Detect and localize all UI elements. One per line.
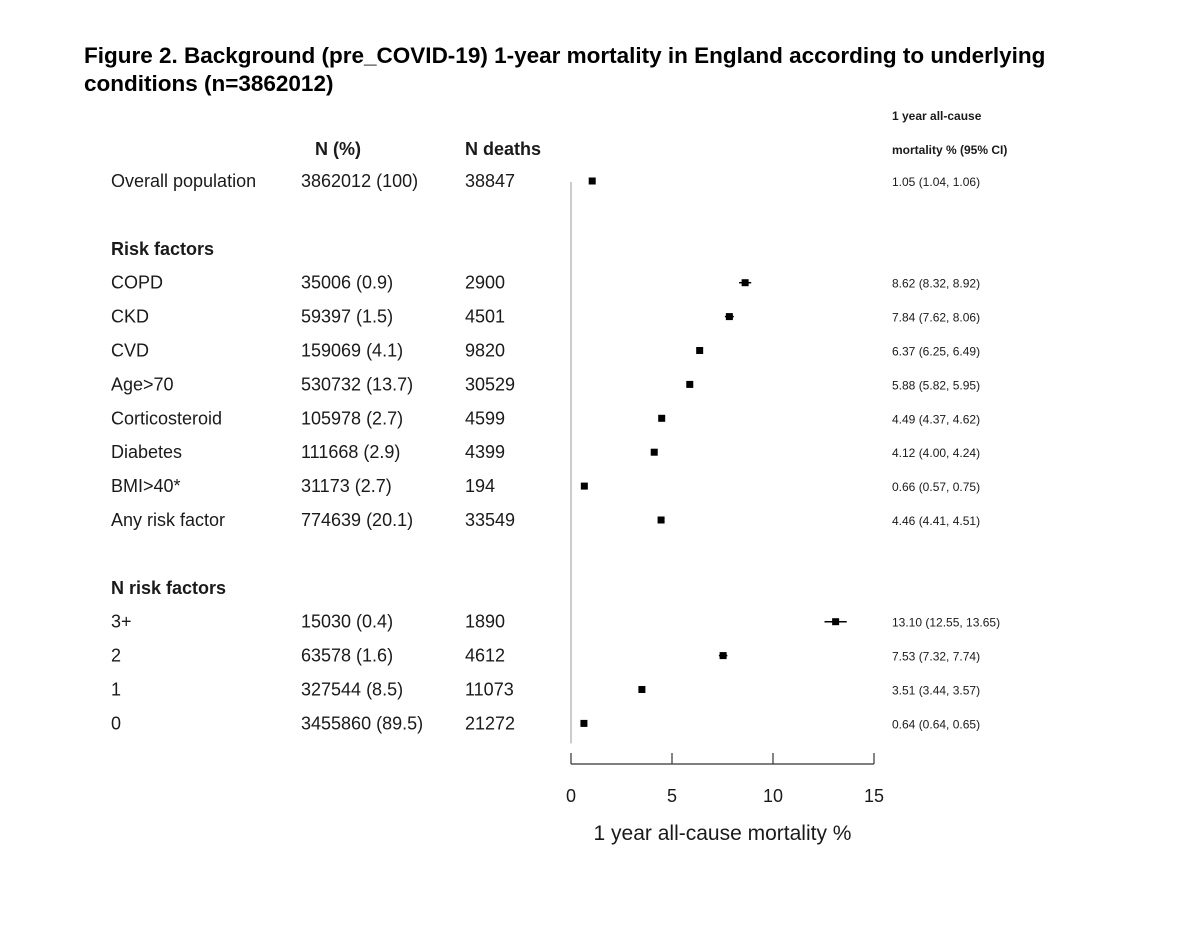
x-tick-label: 15 [864,786,884,806]
row-label: Age>70 [111,374,174,394]
point-estimate [580,719,588,727]
row-n-pct: 59397 (1.5) [301,307,393,327]
row-n-deaths: 4599 [465,408,505,428]
row-n-pct: 35006 (0.9) [301,273,393,293]
row-label: CVD [111,341,149,361]
point-estimate [657,516,665,524]
row-label: BMI>40* [111,476,181,496]
point-estimate [638,686,646,693]
row-ci-text: 5.88 (5.82, 5.95) [892,378,980,392]
row-n-deaths: 1890 [465,612,505,632]
x-tick-label: 10 [763,786,783,806]
row-label: Overall population [111,171,256,191]
forest-plot: N (%) N deaths 1 year all-cause mortality %… [111,109,1007,845]
row-ci-text: 1.05 (1.04, 1.06) [892,175,980,189]
section-header: N risk factors [111,578,226,598]
row-n-pct: 3455860 (89.5) [301,713,423,733]
row-label: Corticosteroid [111,408,222,428]
x-tick-label: 0 [566,786,576,806]
point-estimate [588,177,596,185]
row-label: CKD [111,307,149,327]
x-tick-label: 5 [667,786,677,806]
row-ci-text: 7.84 (7.62, 8.06) [892,311,980,325]
point-estimate [658,414,666,422]
col-header-ci-line2: mortality % (95% CI) [892,143,1007,157]
row-ci-text: 7.53 (7.32, 7.74) [892,650,980,664]
row-n-deaths: 4399 [465,442,505,462]
figure-title: Figure 2. Background (pre_COVID-19) 1-ye… [84,43,1046,96]
row-ci-text: 0.64 (0.64, 0.65) [892,717,980,731]
point-estimate [686,380,694,388]
row-label: 3+ [111,612,132,632]
row-label: Any risk factor [111,510,225,530]
row-n-pct: 111668 (2.9) [301,442,400,462]
row-n-deaths: 21272 [465,713,515,733]
row-ci-text: 0.66 (0.57, 0.75) [892,480,980,494]
row-label: COPD [111,273,163,293]
row-n-deaths: 9820 [465,341,505,361]
row-n-deaths: 4501 [465,307,505,327]
row-n-deaths: 194 [465,476,495,496]
row-n-pct: 15030 (0.4) [301,612,393,632]
row-n-pct: 63578 (1.6) [301,646,393,666]
row-ci-text: 4.46 (4.41, 4.51) [892,514,980,528]
row-n-pct: 774639 (20.1) [301,510,413,530]
row-ci-text: 3.51 (3.44, 3.57) [892,684,980,698]
row-ci-text: 8.62 (8.32, 8.92) [892,277,980,291]
x-axis-label: 1 year all-cause mortality % [594,822,852,845]
col-header-ci-line1: 1 year all-cause [892,109,982,123]
row-label: 1 [111,680,121,700]
row-n-pct: 530732 (13.7) [301,374,413,394]
col-header-n-deaths: N deaths [465,139,541,159]
point-estimate [580,482,588,490]
row-ci-text: 4.49 (4.37, 4.62) [892,412,980,426]
section-header: Risk factors [111,239,214,259]
point-estimate [832,618,840,626]
point-estimate [741,279,749,287]
row-n-pct: 31173 (2.7) [301,476,392,496]
row-n-pct: 105978 (2.7) [301,408,403,428]
point-estimate [650,448,658,456]
point-estimate [719,652,727,660]
chart-panel: N (%) N deaths 1 year all-cause mortality %… [84,100,1066,852]
row-n-pct: 159069 (4.1) [301,341,403,361]
row-ci-text: 6.37 (6.25, 6.49) [892,345,980,359]
row-label: 0 [111,713,121,733]
row-n-deaths: 38847 [465,171,515,191]
row-n-deaths: 30529 [465,374,515,394]
row-n-pct: 3862012 (100) [301,171,418,191]
row-n-deaths: 33549 [465,510,515,530]
point-estimate [696,347,704,354]
row-n-deaths: 11073 [465,680,514,700]
row-ci-text: 13.10 (12.55, 13.65) [892,616,1000,630]
row-n-pct: 327544 (8.5) [301,680,403,700]
point-estimate [725,313,733,321]
col-header-n-pct: N (%) [315,139,361,159]
row-n-deaths: 2900 [465,273,505,293]
row-label: 2 [111,646,121,666]
row-ci-text: 4.12 (4.00, 4.24) [892,446,980,460]
row-label: Diabetes [111,442,182,462]
row-n-deaths: 4612 [465,646,505,666]
